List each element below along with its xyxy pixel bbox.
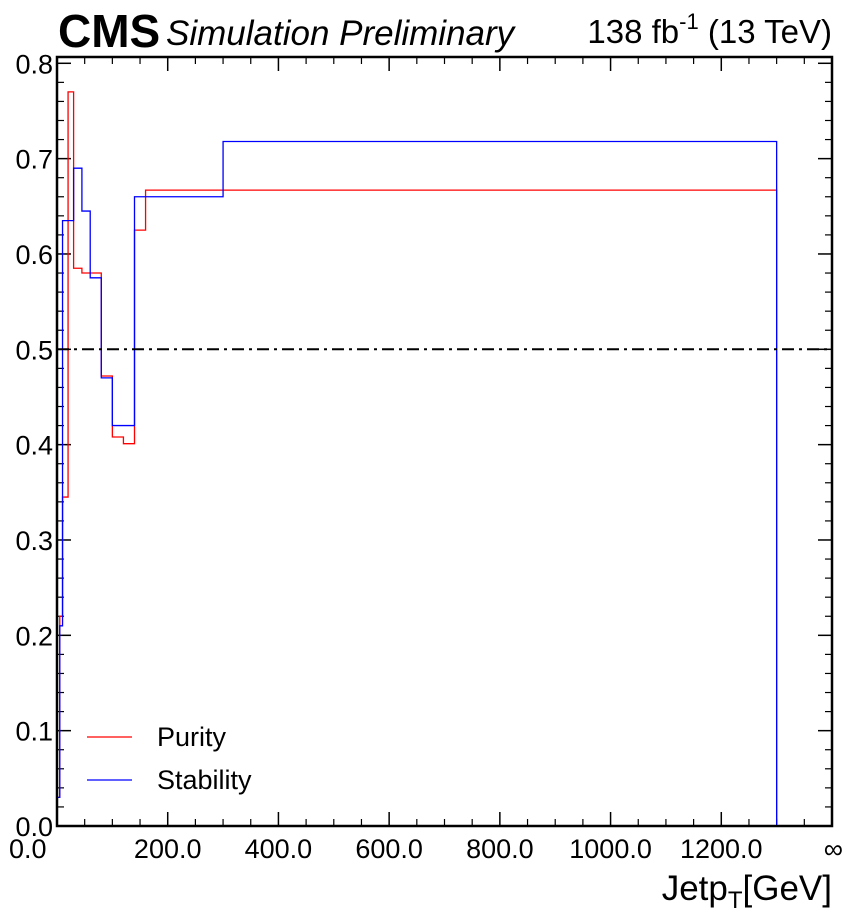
plot-frame [55,55,834,828]
y-tick-label: 0.8 [15,49,53,79]
x-tick-label: ∞ [824,834,843,864]
x-tick-label: 600.0 [355,834,423,864]
y-tick-label: 0.3 [15,526,53,556]
x-axis-label-unit: [GeV] [743,869,832,908]
tick-labels: 0.0 0.1 0.2 0.3 0.4 0.5 0.6 0.7 0.8 0.0 200.0 400.0… [9,49,843,864]
lumi-value: 138 fb [587,13,679,50]
lumi-exponent: -1 [679,9,699,34]
legend: Purity Stability [87,722,252,795]
status-label: Simulation Preliminary [166,14,517,53]
legend-label-stability: Stability [157,765,252,795]
y-tick-label: 0.4 [15,431,53,461]
y-tick-label: 0.5 [15,335,53,365]
x-axis-label-subscript: T [728,887,743,914]
experiment-label: CMS [58,5,160,57]
y-tick-label: 0.1 [15,717,53,747]
y-tick-label: 0.7 [15,145,53,175]
y-tick-label: 0.0 [15,812,53,842]
x-axis-label: JetpT[GeV] [662,869,832,914]
x-tick-label: 1000.0 [569,834,652,864]
x-tick-label: 1200.0 [680,834,763,864]
x-tick-label: 200.0 [134,834,202,864]
series-stability-line [56,140,778,826]
x-axis-label-main: Jetp [662,869,728,908]
x-tick-label: 800.0 [466,834,534,864]
series-purity-line [56,91,778,826]
y-tick-label: 0.2 [15,621,53,651]
y-tick-label: 0.6 [15,240,53,270]
energy-label: (13 TeV) [699,13,832,50]
x-tick-label: 400.0 [245,834,313,864]
axis-ticks [56,57,833,827]
series-layer [56,91,778,826]
lumi-label: 138 fb-1 (13 TeV) [587,9,832,50]
x-tick-label: 0.0 [9,834,47,864]
legend-label-purity: Purity [157,722,227,752]
